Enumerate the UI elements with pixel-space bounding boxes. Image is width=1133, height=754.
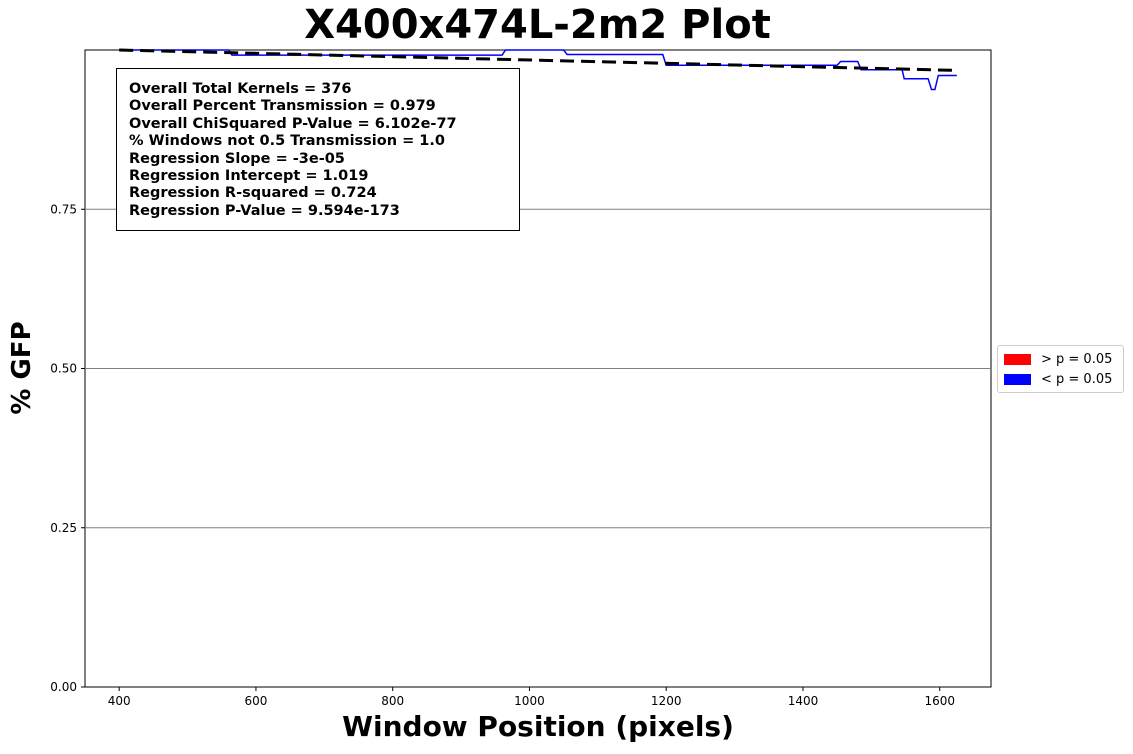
x-tick-label: 400 <box>108 694 131 708</box>
stat-regression-intercept: Regression Intercept = 1.019 <box>129 168 369 185</box>
legend-item-high-p: > p = 0.05 <box>1004 351 1112 367</box>
y-axis-ticks: 0.00 0.25 0.50 0.75 <box>50 202 85 694</box>
y-tick-label: 0.25 <box>50 521 77 535</box>
y-tick-label: 0.50 <box>50 362 77 376</box>
legend-swatch-blue <box>1004 373 1031 385</box>
x-tick-label: 600 <box>244 694 267 708</box>
stat-regression-slope: Regression Slope = -3e-05 <box>129 150 345 167</box>
stat-windows-not-half: % Windows not 0.5 Transmission = 1.0 <box>129 133 445 150</box>
regression-line <box>119 48 957 72</box>
gridlines <box>85 208 991 529</box>
chart-title: X400x474L-2m2 Plot <box>304 2 771 48</box>
x-tick-label: 1000 <box>514 694 545 708</box>
series-line-blue <box>119 49 957 91</box>
x-tick-label: 1400 <box>788 694 819 708</box>
y-tick-label: 0.75 <box>50 202 77 216</box>
data-series <box>119 48 957 91</box>
x-tick-label: 800 <box>381 694 404 708</box>
x-axis-ticks: 400 600 800 1000 1200 1400 1600 <box>108 687 955 708</box>
stats-box: Overall Total Kernels = 376 Overall Perc… <box>116 68 520 231</box>
legend-label: > p = 0.05 <box>1041 351 1113 367</box>
stat-regression-rsquared: Regression R-squared = 0.724 <box>129 185 377 202</box>
stat-total-kernels: Overall Total Kernels = 376 <box>129 81 352 97</box>
stat-chisquared-pvalue: Overall ChiSquared P-Value = 6.102e-77 <box>129 115 457 132</box>
legend-label: < p = 0.05 <box>1041 371 1113 387</box>
legend: > p = 0.05 < p = 0.05 <box>997 345 1124 393</box>
x-axis-label: Window Position (pixels) <box>342 710 734 743</box>
x-tick-label: 1200 <box>651 694 682 708</box>
x-tick-label: 1600 <box>924 694 955 708</box>
y-tick-label: 0.00 <box>50 680 77 694</box>
legend-item-low-p: < p = 0.05 <box>1004 371 1112 387</box>
stat-percent-transmission: Overall Percent Transmission = 0.979 <box>129 98 436 115</box>
legend-swatch-red <box>1004 353 1031 365</box>
stat-regression-pvalue: Regression P-Value = 9.594e-173 <box>129 202 400 219</box>
